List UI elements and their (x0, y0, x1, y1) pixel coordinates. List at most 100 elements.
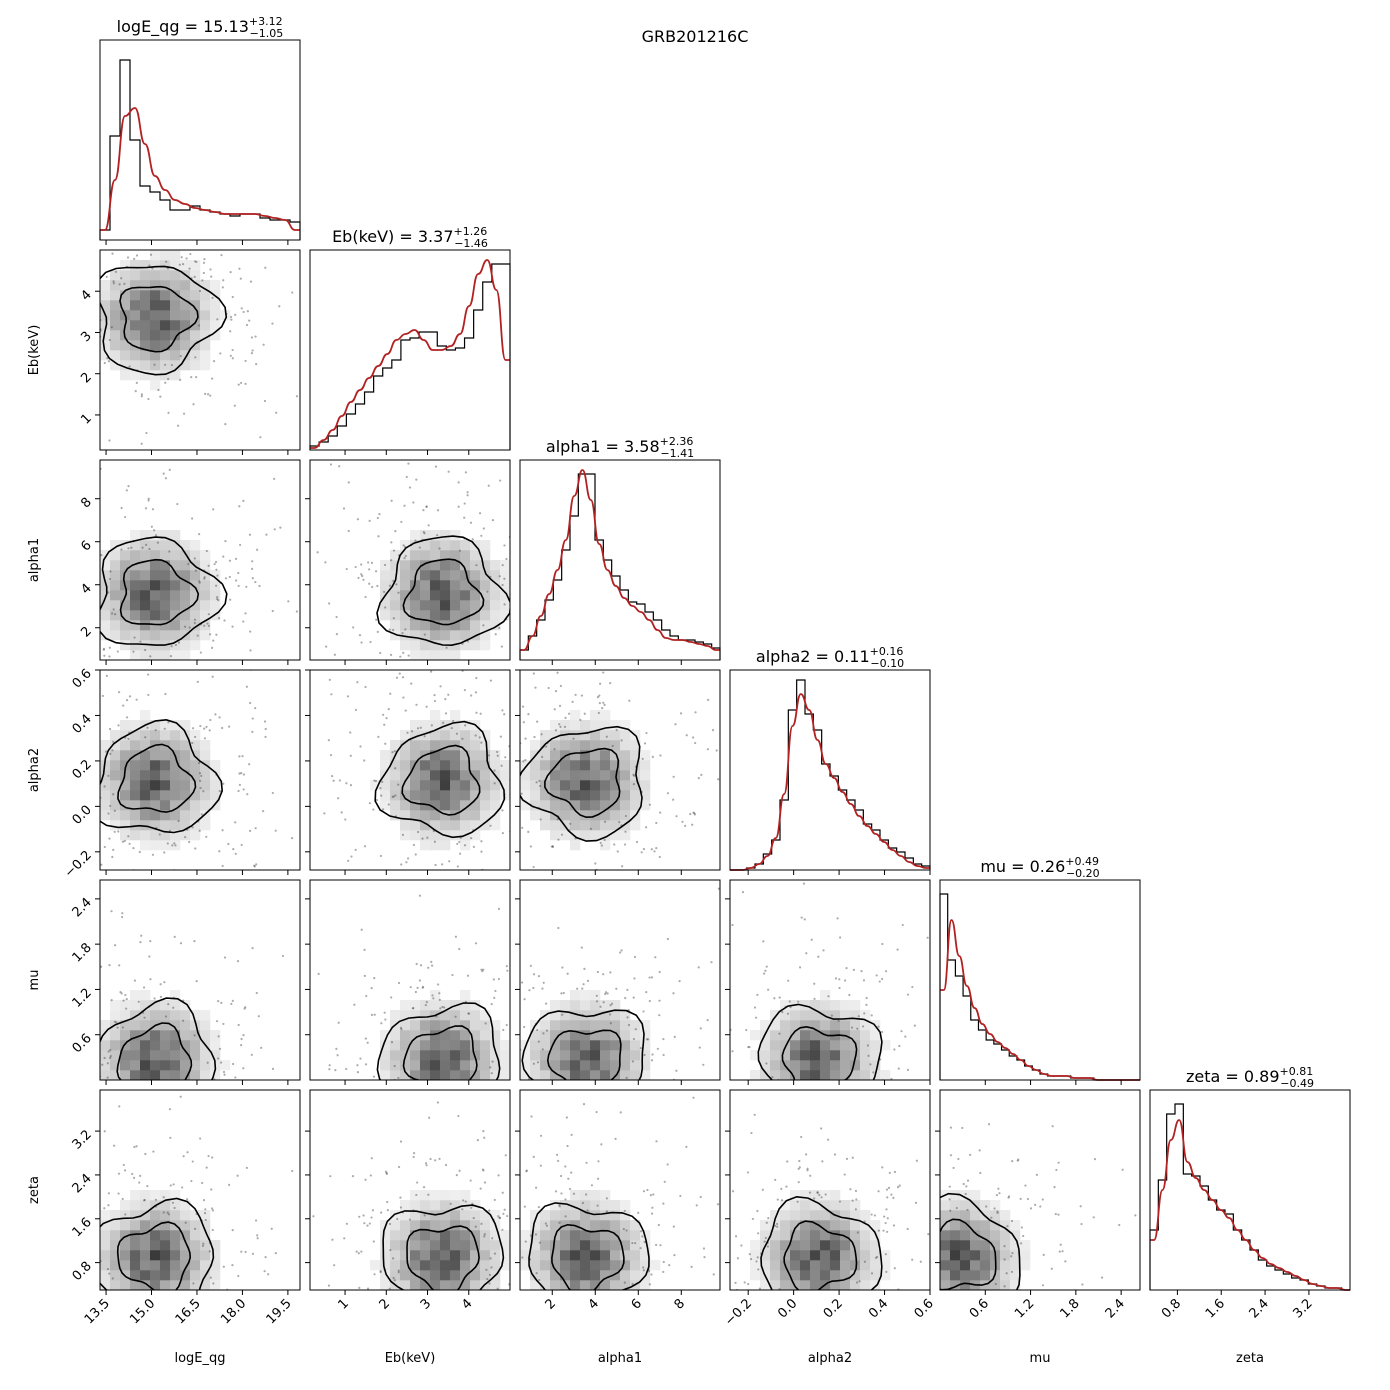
density-bin (750, 1250, 761, 1261)
density-bin (450, 630, 461, 641)
density-bin (210, 570, 221, 581)
density-bin (450, 1250, 461, 1261)
density-bin (170, 580, 181, 591)
scatter-point (477, 1110, 479, 1112)
scatter-point (786, 1160, 789, 1163)
scatter-point (250, 567, 254, 570)
scatter-point (634, 1241, 637, 1245)
scatter-point (532, 1062, 535, 1065)
density-bin (600, 1270, 611, 1281)
density-bin (530, 770, 541, 781)
density-bin (450, 1200, 461, 1211)
scatter-point (511, 809, 513, 811)
scatter-point (482, 1003, 484, 1005)
scatter-point (765, 965, 768, 968)
density-bin (400, 1070, 411, 1080)
density-bin (190, 300, 201, 311)
scatter-point (885, 1084, 887, 1086)
density-bin (590, 1250, 601, 1261)
scatter-point (530, 934, 532, 936)
density-bin (580, 1280, 591, 1290)
density-bin (420, 740, 431, 751)
scatter-point (855, 1367, 857, 1369)
scatter-point (1059, 1243, 1062, 1246)
scatter-point (61, 1054, 63, 1056)
density-bin (460, 590, 471, 601)
scatter-point (529, 695, 531, 697)
density-bin (160, 280, 171, 291)
density-bin (460, 1190, 471, 1201)
scatter-point (248, 319, 251, 322)
scatter-point (54, 791, 56, 793)
scatter-point (467, 1012, 470, 1015)
scatter-point (56, 1158, 58, 1160)
scatter-point (193, 275, 196, 278)
scatter-point (439, 1007, 442, 1010)
scatter-point (860, 1188, 862, 1190)
density-bin (410, 1000, 421, 1011)
scatter-point (904, 1035, 907, 1038)
scatter-point (1080, 1222, 1083, 1226)
scatter-point (363, 974, 366, 977)
density-bin (820, 1050, 831, 1061)
density-bin (160, 550, 171, 561)
density-bin (590, 750, 601, 761)
scatter-point (789, 1006, 792, 1009)
density-bin (170, 290, 181, 301)
density-bin (170, 1270, 181, 1281)
panel-frame (1149, 1089, 1351, 1291)
contour-level-2 (100, 997, 217, 1080)
scatter-point (654, 956, 657, 959)
density-bin (450, 830, 461, 841)
density-bin (100, 580, 111, 591)
contour-level-1 (546, 1029, 622, 1080)
scatter-point (857, 1335, 859, 1337)
density-bin (570, 1010, 581, 1021)
scatter-point (773, 1291, 775, 1293)
scatter-point (424, 672, 426, 674)
scatter-point (1026, 1371, 1028, 1373)
scatter-point (194, 569, 197, 572)
density-bin (430, 1270, 441, 1281)
scatter-point (522, 557, 524, 559)
scatter-point (179, 942, 183, 945)
density-bin (790, 1030, 801, 1041)
density-bin (100, 750, 111, 761)
scatter-point (392, 1276, 395, 1280)
scatter-point (483, 1303, 485, 1305)
density-bin (100, 790, 111, 801)
panel-frame (309, 249, 511, 451)
scatter-point (217, 1144, 219, 1146)
density-bin (880, 1040, 891, 1051)
scatter-point (438, 1157, 441, 1160)
scatter-point (191, 727, 195, 730)
scatter-point (208, 633, 212, 636)
scatter-point (605, 1197, 609, 1200)
density-bin (610, 810, 621, 821)
density-bin (420, 650, 431, 660)
scatter-point (202, 1242, 205, 1245)
scatter-point (82, 873, 84, 875)
scatter-point (33, 499, 35, 501)
density-bin (520, 1060, 531, 1071)
scatter-point (520, 605, 522, 607)
scatter-point (177, 641, 181, 644)
scatter-point (699, 1129, 701, 1131)
scatter-point (532, 986, 535, 990)
density-bin (110, 770, 121, 781)
scatter-point (255, 363, 258, 366)
density-bin (110, 330, 121, 341)
scatter-point (493, 769, 496, 772)
scatter-point (902, 1207, 904, 1209)
density-bin (110, 1060, 121, 1071)
scatter-point (65, 289, 67, 291)
scatter-point (108, 655, 111, 658)
scatter-point (211, 675, 214, 678)
scatter-point (561, 1323, 563, 1325)
scatter-point (52, 1238, 54, 1240)
scatter-point (61, 538, 63, 540)
scatter-point (560, 986, 562, 988)
scatter-point (373, 1083, 375, 1085)
scatter-point (615, 1337, 617, 1339)
density-bin (420, 780, 431, 791)
